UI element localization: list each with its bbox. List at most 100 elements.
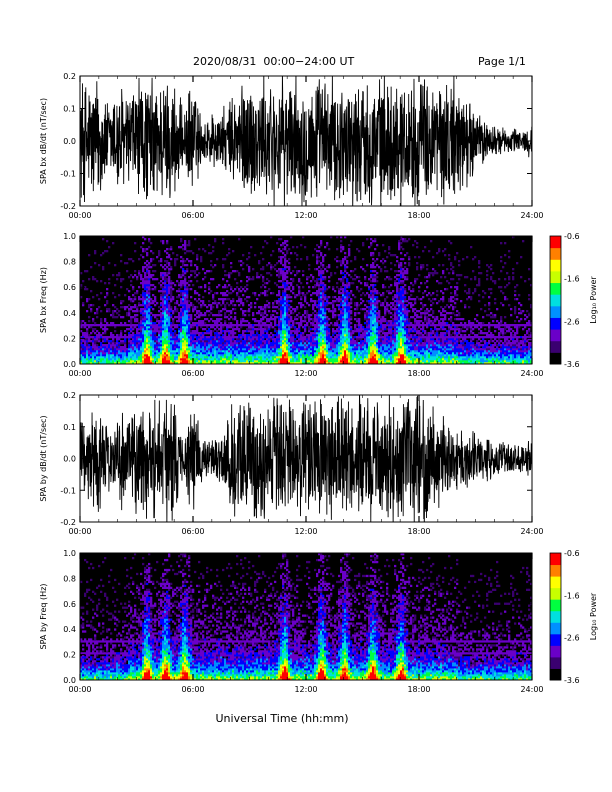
spectrogram-cell (252, 324, 255, 327)
spectrogram-cell (286, 348, 289, 351)
spectrogram-cell (290, 362, 293, 365)
spectrogram-cell (128, 296, 131, 299)
spectrogram-cell (158, 306, 161, 309)
spectrogram-cell (152, 330, 155, 333)
spectrogram-cell (200, 256, 203, 259)
spectrogram-cell (130, 306, 133, 309)
spectrogram-cell (346, 306, 349, 309)
spectrogram-cell (308, 304, 311, 307)
spectrogram-cell (368, 354, 371, 357)
spectrogram-cell (304, 326, 307, 329)
spectrogram-cell (80, 346, 83, 349)
spectrogram-cell (214, 324, 217, 327)
spectrogram-cell (134, 356, 137, 359)
spectrogram-cell (150, 324, 153, 327)
spectrogram-cell (244, 346, 247, 349)
spectrogram-cell (310, 300, 313, 303)
spectrogram-cell (194, 292, 197, 295)
spectrogram-cell (146, 290, 149, 293)
spectrogram-cell (316, 316, 319, 319)
spectrogram-cell (260, 326, 263, 329)
spectrogram-cell (170, 306, 173, 309)
spectrogram-cell (268, 320, 271, 323)
spectrogram-cell (238, 334, 241, 337)
spectrogram-cell (158, 314, 161, 317)
spectrogram-cell (376, 276, 379, 279)
spectrogram-cell (284, 308, 287, 311)
spectrogram-cell (282, 314, 285, 317)
spectrogram-cell (280, 304, 283, 307)
spectrogram-cell (94, 360, 97, 363)
spectrogram-cell (256, 330, 259, 333)
spectrogram-cell (318, 354, 321, 357)
spectrogram-cell (100, 350, 103, 353)
spectrogram-cell (164, 312, 167, 315)
spectrogram-cell (260, 348, 263, 351)
spectrogram-cell (196, 268, 199, 271)
spectrogram-cell (356, 324, 359, 327)
spectrogram-cell (324, 350, 327, 353)
spectrogram-cell (182, 292, 185, 295)
spectrogram-cell (206, 348, 209, 351)
spectrogram-cell (284, 326, 287, 329)
spectrogram-cell (128, 320, 131, 323)
spectrogram-cell (174, 316, 177, 319)
spectrogram-cell (250, 346, 253, 349)
spectrogram-cell (292, 350, 295, 353)
spectrogram-cell (284, 278, 287, 281)
spectrogram-cell (336, 298, 339, 301)
spectrogram-cell (362, 334, 365, 337)
spectrogram-cell (316, 294, 319, 297)
spectrogram-cell (324, 344, 327, 347)
spectrogram-cell (372, 274, 375, 277)
spectrogram-cell (188, 350, 191, 353)
spectrogram-cell (82, 350, 85, 353)
spectrogram-cell (88, 254, 91, 257)
spectrogram-cell (248, 276, 251, 279)
spectrogram-cell (202, 360, 205, 363)
spectrogram-cell (326, 336, 329, 339)
spectrogram-cell (374, 344, 377, 347)
spectrogram-cell (160, 348, 163, 351)
spectrogram-cell (228, 342, 231, 345)
spectrogram-cell (374, 292, 377, 295)
spectrogram-cell (334, 300, 337, 303)
spectrogram-cell (184, 360, 187, 363)
spectrogram-cell (144, 362, 147, 365)
spectrogram-cell (122, 324, 125, 327)
spectrogram-cell (124, 340, 127, 343)
spectrogram-cell (182, 262, 185, 265)
spectrogram-cell (144, 286, 147, 289)
spectrogram-cell (202, 362, 205, 365)
spectrogram-cell (222, 342, 225, 345)
spectrogram-cell (286, 330, 289, 333)
spectrogram-cell (270, 338, 273, 341)
spectrogram-cell (142, 282, 145, 285)
spectrogram-cell (248, 352, 251, 355)
spectrogram-cell (328, 334, 331, 337)
spectrogram-cell (324, 298, 327, 301)
spectrogram-cell (164, 290, 167, 293)
spectrogram-cell (144, 288, 147, 291)
spectrogram-cell (200, 332, 203, 335)
spectrogram-cell (176, 308, 179, 311)
spectrogram-cell (292, 288, 295, 291)
spectrogram-cell (130, 330, 133, 333)
spectrogram-cell (300, 258, 303, 261)
spectrogram-cell (190, 318, 193, 321)
spectrogram-cell (242, 254, 245, 257)
spectrogram-cell (316, 262, 319, 265)
spectrogram-cell (124, 344, 127, 347)
spectrogram-cell (218, 332, 221, 335)
spectrogram-cell (102, 356, 105, 359)
spectrogram-cell (184, 240, 187, 243)
spectrogram-cell (132, 324, 135, 327)
spectrogram-cell (360, 324, 363, 327)
spectrogram-cell (292, 344, 295, 347)
spectrogram-cell (236, 320, 239, 323)
spectrogram-cell (264, 326, 267, 329)
spectrogram-cell (100, 362, 103, 365)
spectrogram-cell (346, 320, 349, 323)
spectrogram-cell (124, 342, 127, 345)
spectrogram-cell (152, 342, 155, 345)
